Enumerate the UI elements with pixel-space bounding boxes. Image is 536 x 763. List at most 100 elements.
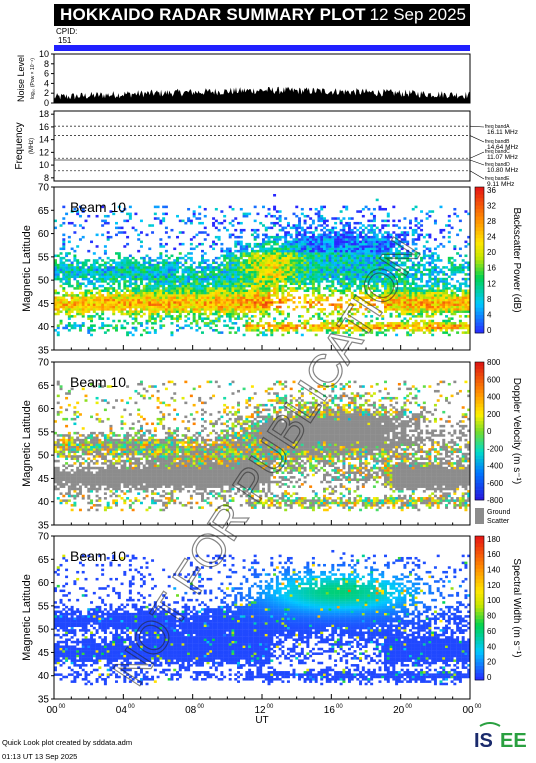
power-cell	[331, 261, 335, 265]
power-cell	[203, 289, 207, 292]
power-cell	[417, 322, 421, 325]
power-cell	[342, 247, 346, 251]
power-cell	[214, 266, 218, 269]
power-cell	[206, 268, 210, 272]
power-cell	[270, 240, 274, 244]
power-cell	[464, 245, 468, 248]
power-cell	[453, 259, 457, 262]
power-cell	[439, 312, 443, 316]
power-cell	[364, 249, 368, 253]
power-cell	[112, 212, 116, 216]
power-cell	[389, 291, 393, 295]
power-cell	[378, 280, 382, 283]
power-cell	[292, 329, 296, 332]
power-cell	[214, 324, 218, 327]
power-cell	[228, 254, 232, 258]
power-cell	[234, 287, 238, 290]
power-cell	[428, 235, 432, 239]
power-cell	[314, 296, 318, 299]
power-cell	[264, 294, 268, 297]
velocity-cell	[78, 473, 82, 477]
power-cell	[431, 287, 435, 290]
power-cell	[417, 268, 421, 272]
power-cell	[223, 324, 227, 327]
power-cell	[153, 270, 157, 274]
power-cell	[73, 315, 77, 318]
power-cell	[217, 287, 221, 290]
power-cell	[328, 259, 332, 262]
power-cell	[209, 301, 213, 304]
power-cell	[378, 324, 382, 327]
power-cell	[115, 221, 118, 225]
power-cell	[311, 242, 315, 246]
power-cell	[162, 277, 166, 281]
power-cell	[109, 305, 113, 309]
power-cell	[153, 259, 157, 262]
power-cell	[187, 301, 191, 304]
power-cell	[200, 275, 204, 279]
power-cell	[425, 322, 429, 325]
power-cell	[153, 268, 157, 272]
power-cell	[198, 317, 202, 320]
power-cell	[292, 270, 296, 274]
power-cell	[281, 256, 285, 260]
velocity-cell	[65, 434, 69, 437]
power-cell	[431, 252, 435, 255]
power-cell	[367, 224, 371, 227]
power-cell	[120, 296, 124, 299]
power-cell	[464, 294, 468, 297]
power-cell	[198, 263, 202, 267]
power-cell	[359, 252, 363, 255]
power-cell	[370, 226, 374, 230]
power-cell	[78, 275, 82, 279]
power-cell	[325, 245, 329, 248]
power-cell	[156, 315, 160, 318]
power-cell	[156, 312, 160, 316]
power-cell	[467, 305, 471, 309]
noise-ytick-label: 4	[44, 78, 49, 88]
power-cell	[386, 322, 390, 325]
power-cell	[339, 219, 343, 223]
power-cell	[442, 270, 446, 274]
power-cell	[314, 256, 318, 260]
power-cell	[200, 287, 204, 290]
power-cell	[300, 256, 304, 260]
power-cell	[303, 252, 307, 255]
power-cell	[59, 261, 63, 265]
power-cell	[323, 245, 326, 248]
power-cell	[109, 270, 113, 274]
power-cell	[306, 231, 310, 234]
power-cell	[461, 291, 465, 295]
power-cell	[359, 280, 363, 283]
power-cell	[392, 298, 396, 302]
power-cell	[101, 224, 105, 227]
power-cell	[173, 303, 177, 306]
power-cell	[206, 308, 210, 311]
power-cell	[267, 277, 271, 281]
power-cell	[300, 226, 304, 230]
power-cell	[347, 245, 351, 248]
power-cell	[225, 291, 229, 295]
power-cell	[323, 247, 326, 251]
power-cell	[181, 219, 185, 223]
power-cell	[217, 273, 221, 276]
power-cell	[231, 207, 235, 211]
power-cell	[128, 259, 132, 262]
power-cell	[314, 259, 318, 262]
power-cell	[336, 263, 340, 267]
power-cell	[217, 266, 221, 269]
power-cell	[115, 263, 118, 267]
power-cell	[275, 273, 279, 276]
power-cell	[131, 322, 135, 325]
power-cell	[320, 277, 324, 281]
power-cell	[145, 322, 149, 325]
power-cell	[378, 329, 382, 332]
power-cell	[95, 280, 99, 283]
power-cell	[347, 277, 351, 281]
power-cell	[367, 242, 371, 246]
power-cell	[134, 228, 138, 232]
power-cell	[250, 256, 254, 260]
power-cell	[464, 280, 468, 283]
power-cell	[115, 270, 118, 274]
power-cell	[167, 301, 171, 304]
